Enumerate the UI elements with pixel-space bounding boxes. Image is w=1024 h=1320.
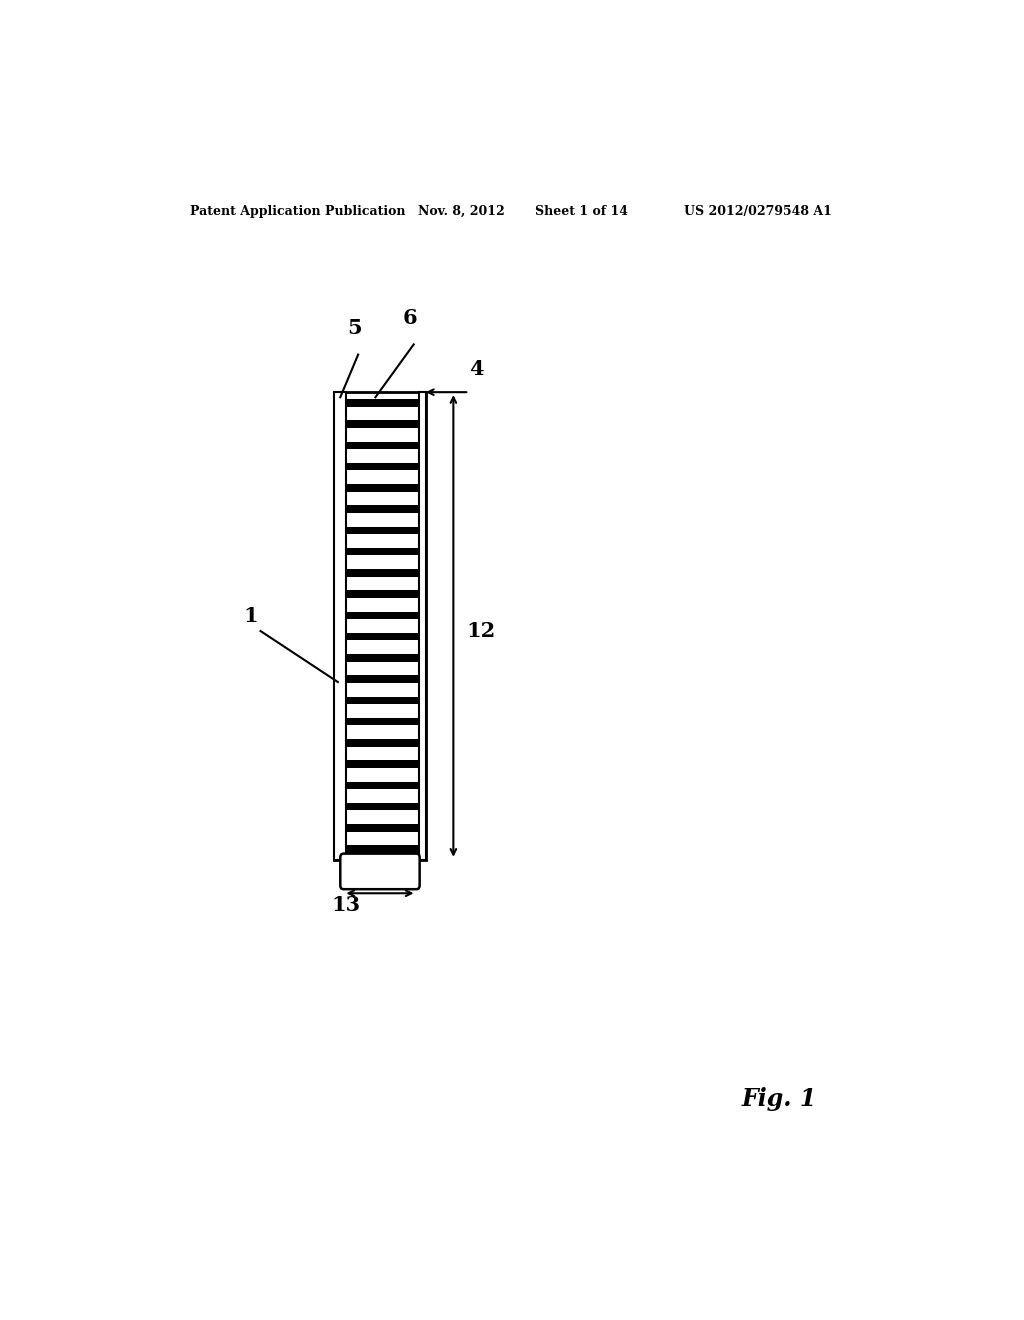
Bar (347, 655, 419, 661)
Text: US 2012/0279548 A1: US 2012/0279548 A1 (684, 205, 831, 218)
Bar (347, 548, 419, 556)
Bar (347, 484, 419, 491)
Bar (419, 392, 426, 859)
Bar (347, 697, 419, 704)
Text: Sheet 1 of 14: Sheet 1 of 14 (536, 205, 628, 218)
Text: 12: 12 (467, 620, 496, 642)
Bar (347, 442, 419, 449)
Bar (347, 399, 419, 407)
Bar (347, 506, 419, 512)
Bar (334, 392, 426, 859)
Bar (347, 739, 419, 747)
Text: 5: 5 (347, 318, 361, 338)
Text: Fig. 1: Fig. 1 (741, 1086, 816, 1110)
Bar (347, 632, 419, 640)
Text: 1: 1 (244, 606, 258, 626)
Bar (347, 803, 419, 810)
Bar (347, 760, 419, 768)
Bar (347, 845, 419, 853)
Bar (347, 781, 419, 789)
Text: Nov. 8, 2012: Nov. 8, 2012 (418, 205, 505, 218)
Bar (347, 611, 419, 619)
Bar (347, 569, 419, 577)
Bar (347, 718, 419, 725)
FancyBboxPatch shape (340, 854, 420, 890)
Bar (347, 824, 419, 832)
Bar (347, 676, 419, 682)
Text: Patent Application Publication: Patent Application Publication (189, 205, 406, 218)
Text: 4: 4 (469, 359, 483, 379)
Bar (347, 590, 419, 598)
Text: 6: 6 (402, 308, 417, 327)
Text: 13: 13 (332, 895, 360, 916)
Bar (347, 463, 419, 470)
Bar (347, 420, 419, 428)
Bar (334, 392, 346, 859)
Bar (347, 527, 419, 535)
